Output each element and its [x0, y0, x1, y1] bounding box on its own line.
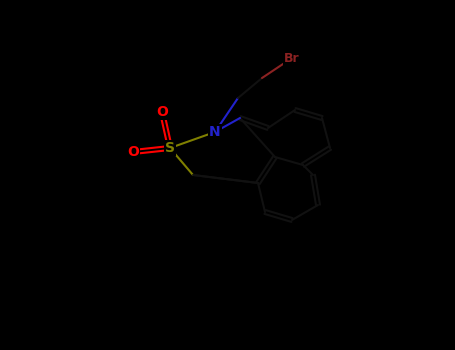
Text: S: S: [165, 141, 175, 155]
Text: N: N: [209, 125, 221, 139]
Text: O: O: [127, 145, 139, 159]
Text: O: O: [156, 105, 168, 119]
Text: Br: Br: [284, 51, 300, 64]
